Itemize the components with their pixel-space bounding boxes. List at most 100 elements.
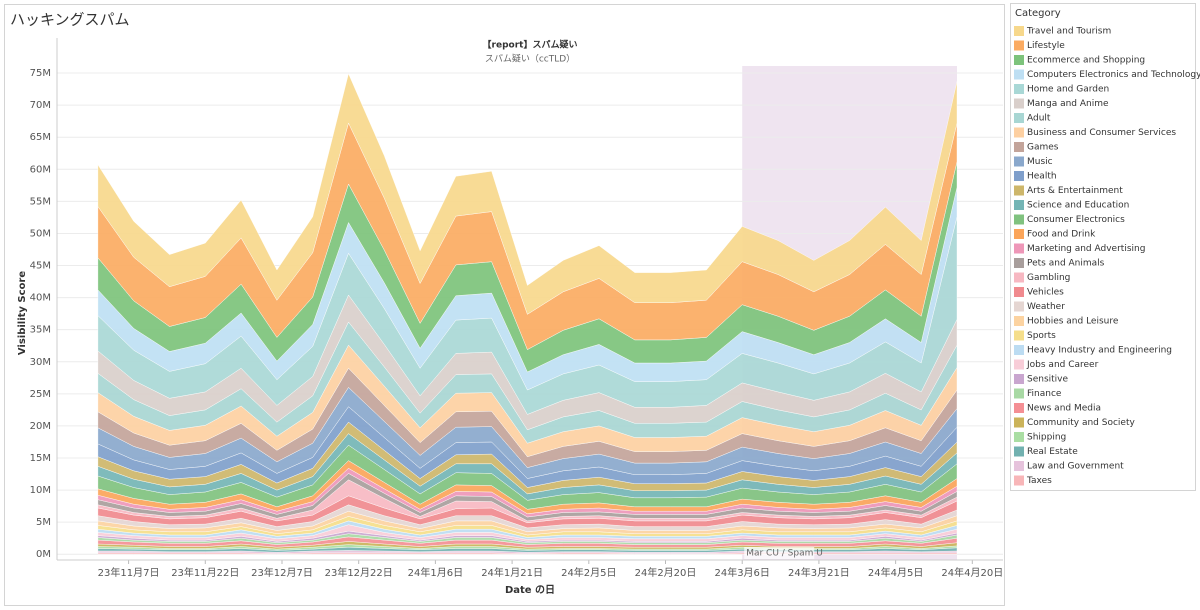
legend-swatch xyxy=(1014,258,1024,268)
legend-label: Weather xyxy=(1027,302,1065,312)
legend-swatch xyxy=(1014,446,1024,457)
legend-swatch xyxy=(1014,171,1024,181)
legend-label: Sports xyxy=(1027,331,1056,341)
plot-area: 0M 5M 10M 15M 20M 25M 30M 35M 40M 45M 50M 55M 60M 65M… xyxy=(30,38,1003,579)
legend-label: News and Media xyxy=(1027,404,1101,414)
x-tick-label: 24年2月20日 xyxy=(635,566,697,579)
y-tick-label: 50M xyxy=(30,228,51,239)
legend-swatch xyxy=(1014,417,1024,428)
legend-swatch xyxy=(1014,403,1024,413)
legend-label: Computers Electronics and Technology xyxy=(1027,70,1200,80)
chart-header: 【report】スパム疑い xyxy=(483,39,578,51)
legend-label: Heavy Industry and Engineering xyxy=(1027,346,1172,356)
legend-swatch xyxy=(1014,461,1024,471)
legend-swatch xyxy=(1014,98,1024,109)
x-tick-label: 24年3月21日 xyxy=(788,566,850,579)
legend-label: Travel and Tourism xyxy=(1026,27,1111,37)
legend-swatch xyxy=(1014,229,1024,239)
x-tick-label: 23年12月22日 xyxy=(325,566,393,579)
chart-title: ハッキングスパム xyxy=(10,11,130,29)
legend-label: Home and Garden xyxy=(1027,85,1109,95)
legend-swatch xyxy=(1014,388,1024,399)
y-tick-label: 0M xyxy=(36,549,51,560)
x-axis-title: Date の日 xyxy=(505,584,555,596)
legend-swatch xyxy=(1014,185,1024,196)
legend-title: Category xyxy=(1015,8,1061,19)
legend-swatch xyxy=(1014,156,1024,167)
legend-swatch xyxy=(1014,345,1024,355)
legend-swatch xyxy=(1014,127,1024,138)
legend-label: Consumer Electronics xyxy=(1027,215,1125,225)
legend-label: Food and Drink xyxy=(1027,230,1096,240)
chart-subtitle: スパム疑い（ccTLD） xyxy=(485,54,575,65)
legend-label: Real Estate xyxy=(1027,447,1078,457)
y-axis-title: Visibility Score xyxy=(17,271,28,356)
legend-swatch xyxy=(1014,330,1024,341)
legend: Travel and Tourism Lifestyle Ecommerce and… xyxy=(1014,26,1200,486)
legend-swatch xyxy=(1014,142,1024,152)
legend-label: Arts & Entertainment xyxy=(1027,186,1123,196)
legend-swatch xyxy=(1014,272,1024,283)
legend-label: Law and Government xyxy=(1027,462,1124,472)
x-tick-label: 24年2月5日 xyxy=(561,566,616,579)
x-tick-label: 23年11月22日 xyxy=(171,566,239,579)
legend-swatch xyxy=(1014,287,1024,297)
y-tick-label: 65M xyxy=(30,132,51,143)
legend-label: Music xyxy=(1027,157,1053,167)
y-tick-label: 10M xyxy=(30,485,51,496)
y-tick-label: 75M xyxy=(30,68,51,79)
legend-label: Science and Education xyxy=(1027,201,1129,211)
x-tick-label: 23年12月7日 xyxy=(251,566,313,579)
legend-swatch xyxy=(1014,432,1024,442)
legend-label: Pets and Animals xyxy=(1027,259,1105,269)
legend-label: Games xyxy=(1027,143,1059,153)
legend-swatch xyxy=(1014,359,1024,370)
legend-label: Gambling xyxy=(1027,273,1070,283)
legend-box xyxy=(1010,3,1196,491)
annotation-bg xyxy=(744,547,815,559)
y-tick-label: 20M xyxy=(30,421,51,432)
x-tick-label: 24年4月20日 xyxy=(941,566,1003,579)
x-tick-label: 24年4月5日 xyxy=(868,566,923,579)
y-tick-label: 55M xyxy=(30,196,51,207)
y-tick-label: 35M xyxy=(30,325,51,336)
y-tick-label: 60M xyxy=(30,164,51,175)
legend-swatch xyxy=(1014,301,1024,312)
x-tick-label: 23年11月7日 xyxy=(98,566,160,579)
legend-swatch xyxy=(1014,316,1024,326)
legend-swatch xyxy=(1014,69,1024,80)
legend-label: Health xyxy=(1027,172,1057,182)
legend-swatch xyxy=(1014,26,1024,36)
y-tick-label: 70M xyxy=(30,100,51,111)
x-tick-label: 24年3月6日 xyxy=(714,566,769,579)
legend-label: Ecommerce and Shopping xyxy=(1027,56,1145,66)
legend-label: Hobbies and Leisure xyxy=(1027,317,1119,327)
legend-label: Community and Society xyxy=(1027,418,1135,428)
legend-label: Lifestyle xyxy=(1027,41,1065,51)
y-tick-label: 45M xyxy=(30,261,51,272)
x-tick-label: 24年1月6日 xyxy=(408,566,463,579)
area xyxy=(97,73,958,315)
y-tick-label: 15M xyxy=(30,453,51,464)
legend-swatch xyxy=(1014,475,1024,486)
y-tick-label: 25M xyxy=(30,389,51,400)
legend-label: Jobs and Career xyxy=(1026,360,1099,370)
legend-label: Taxes xyxy=(1026,476,1052,486)
legend-swatch xyxy=(1014,40,1024,51)
legend-swatch xyxy=(1014,243,1024,254)
legend-swatch xyxy=(1014,113,1024,123)
legend-label: Business and Consumer Services xyxy=(1027,128,1176,138)
legend-swatch xyxy=(1014,374,1024,384)
y-tick-label: 30M xyxy=(30,357,51,368)
legend-swatch xyxy=(1014,200,1024,210)
legend-label: Sensitive xyxy=(1027,375,1068,385)
x-tick-label: 24年1月21日 xyxy=(481,566,543,579)
legend-label: Vehicles xyxy=(1027,288,1064,298)
legend-swatch xyxy=(1014,84,1024,94)
y-tick-label: 5M xyxy=(36,517,51,528)
legend-label: Adult xyxy=(1027,114,1051,124)
legend-label: Manga and Anime xyxy=(1027,99,1109,109)
legend-swatch xyxy=(1014,55,1024,65)
y-tick-label: 40M xyxy=(30,293,51,304)
